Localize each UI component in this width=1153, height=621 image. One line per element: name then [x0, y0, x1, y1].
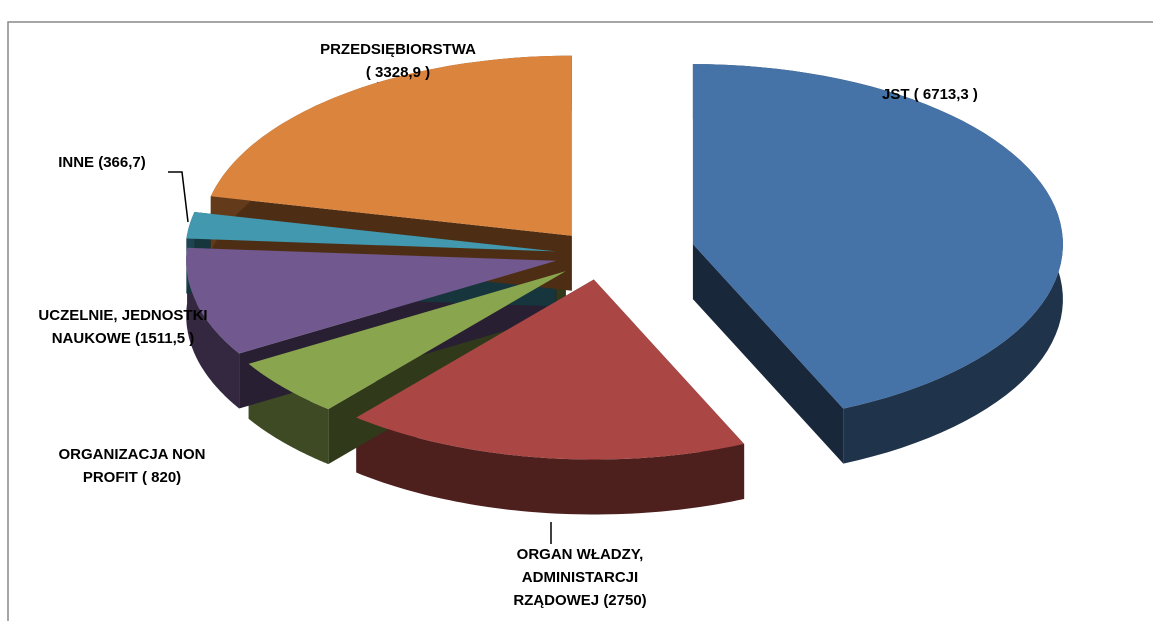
- slice-wall: [186, 247, 240, 409]
- slice-label: RZĄDOWEJ (2750): [513, 592, 646, 609]
- slice-label: ( 3328,9 ): [366, 64, 430, 81]
- slice-label: PROFIT ( 820): [83, 469, 181, 486]
- slice: [248, 271, 566, 410]
- slice-cut-face: [692, 244, 844, 464]
- slice-label: UCZELNIE, JEDNOSTKI: [38, 307, 207, 324]
- slice: [186, 247, 557, 354]
- slice-label: PRZEDSIĘBIORSTWA: [320, 41, 476, 58]
- slice: [692, 64, 1063, 409]
- slice-label: ORGAN WŁADZY,: [517, 546, 644, 563]
- leader-line: [168, 171, 189, 223]
- slice-wall: [356, 417, 745, 515]
- chart-border: [7, 21, 1153, 621]
- slice-label: NAUKOWE (1511,5 ): [52, 330, 195, 347]
- slice: [210, 55, 572, 236]
- slice-label: ORGANIZACJA NON: [59, 446, 206, 463]
- slice-label: JST ( 6713,3 ): [882, 86, 978, 103]
- slice: [186, 212, 556, 252]
- slice-label: ADMINISTARCJI: [522, 569, 638, 586]
- slice-label: INNE (366,7): [58, 154, 146, 171]
- slice: [356, 279, 745, 460]
